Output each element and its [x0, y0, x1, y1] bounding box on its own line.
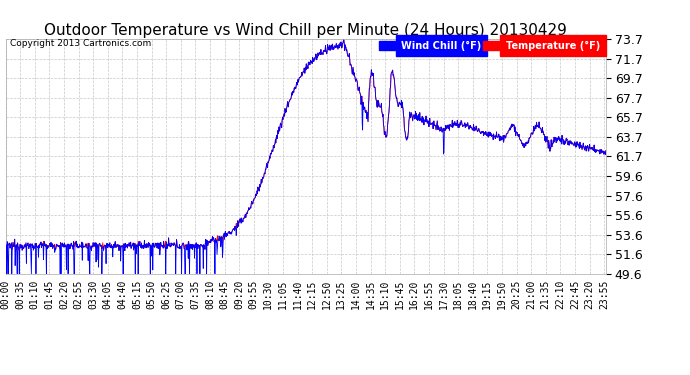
Text: Copyright 2013 Cartronics.com: Copyright 2013 Cartronics.com — [10, 39, 152, 48]
Title: Outdoor Temperature vs Wind Chill per Minute (24 Hours) 20130429: Outdoor Temperature vs Wind Chill per Mi… — [44, 23, 567, 38]
Legend: Wind Chill (°F), Temperature (°F): Wind Chill (°F), Temperature (°F) — [378, 39, 601, 52]
